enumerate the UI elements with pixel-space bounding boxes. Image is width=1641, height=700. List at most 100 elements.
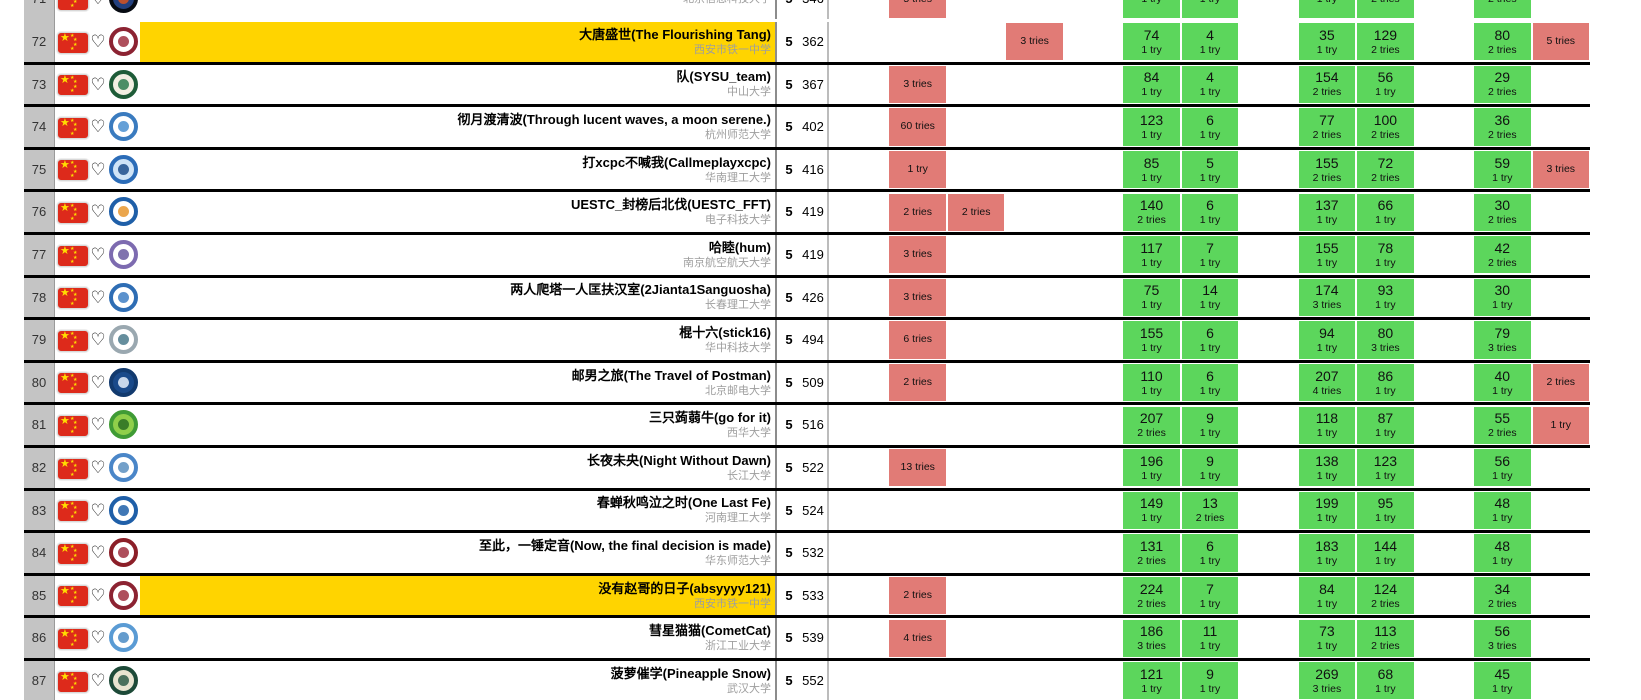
cell-tries-count: 1 try [1199, 597, 1221, 610]
favorite-heart-icon[interactable]: ♡ [90, 415, 106, 435]
favorite-heart-icon[interactable]: ♡ [90, 74, 106, 94]
university-logo [109, 410, 138, 440]
penalty-column-divider [827, 575, 829, 616]
table-row: 86 ★ ★ ★ ★ ★ ♡ 彗星猫猫(CometCat) 浙江工业大学 5 539 4 tries 1… [0, 618, 1641, 661]
university-logo-mark [118, 0, 129, 5]
cell-tries-count: 1 try [1199, 214, 1221, 227]
flag-large-star: ★ [60, 329, 70, 342]
flag-small-star: ★ [70, 2, 75, 9]
favorite-heart-icon[interactable]: ♡ [90, 32, 106, 51]
cell-solve-time: 34 [1494, 580, 1511, 597]
cell-solve-time: 110 [1140, 367, 1163, 384]
name-column-divider [775, 575, 777, 616]
problem-cell-solved: 74 1 try [1123, 23, 1180, 61]
cell-solve-time: 45 [1494, 665, 1511, 682]
university-name: 华南理工大学 [705, 171, 771, 184]
cell-tries-count: 1 try [1492, 384, 1513, 397]
problem-cell-solved: 55 2 tries [1474, 406, 1531, 444]
flag-small-star: ★ [70, 428, 75, 435]
favorite-heart-icon[interactable]: ♡ [90, 628, 106, 648]
table-row-content: 73 ★ ★ ★ ★ ★ ♡ 队(SYSU_team) 中山大学 5 367 3 tries 84 1 t… [0, 64, 1641, 105]
problem-cell-solved: 84 1 try [1123, 65, 1180, 103]
table-row-content: 85 ★ ★ ★ ★ ★ ♡ 没有赵哥的日子(absyyyy121) 西安市铁一中学 5 533 2 … [0, 575, 1641, 616]
problem-cell-solved: 113 2 tries [1357, 619, 1414, 657]
problem-cell-solved: 36 2 tries [1474, 108, 1531, 146]
team-name-block: 彻月渡清波(Through lucent waves, a moon seren… [160, 107, 772, 147]
favorite-heart-icon[interactable]: ♡ [90, 585, 106, 605]
cell-tries-count: 1 try [1316, 256, 1338, 269]
cell-solve-time: 121 [1139, 665, 1164, 682]
team-name: 春蝉秋鸣泣之时(One Last Fe) [596, 495, 771, 511]
cell-tries-count: 3 tries [1312, 682, 1342, 695]
favorite-heart-icon[interactable]: ♡ [90, 458, 106, 477]
flag-small-star: ★ [73, 292, 78, 299]
cell-solve-time: 123 [1373, 452, 1398, 469]
cell-tries-count: 1 try [1550, 418, 1571, 431]
flag-large-star: ★ [60, 159, 70, 172]
solved-count: 5 [785, 417, 793, 433]
flag-small-star: ★ [73, 382, 78, 389]
problem-cell-solved: 2 tries [1357, 0, 1414, 18]
cell-solve-time: 79 [1494, 324, 1511, 341]
favorite-heart-icon[interactable]: ♡ [90, 245, 106, 264]
table-row: 80 ★ ★ ★ ★ ★ ♡ 邮男之旅(The Travel of Postman) 北京邮电大… [0, 362, 1641, 405]
team-name: 两人爬塔一人匡扶汉室(2Jianta1Sanguosha) [510, 282, 771, 298]
cell-tries-count: 2 tries [1371, 597, 1400, 610]
favorite-heart-icon[interactable]: ♡ [88, 0, 108, 19]
flag-small-star: ★ [70, 301, 75, 308]
problem-cell-solved: 48 1 try [1474, 534, 1531, 572]
cell-tries-count: 1 try [1375, 469, 1396, 482]
cell-solve-time: 42 [1494, 239, 1511, 256]
favorite-heart-icon[interactable]: ♡ [90, 500, 106, 520]
problem-cell-solved: 35 1 try [1298, 23, 1356, 61]
problem-cell-solved: 40 1 try [1474, 363, 1531, 402]
problem-cell-solved: 42 2 tries [1474, 236, 1531, 274]
problem-cell-solved: 75 1 try [1123, 278, 1180, 316]
cell-tries-count: 1 try [1316, 469, 1338, 482]
cell-tries-count: 2 tries [1371, 0, 1400, 6]
flag-small-star: ★ [70, 117, 75, 124]
cell-solve-time: 59 [1494, 154, 1511, 171]
flag-large-star: ★ [60, 201, 70, 214]
favorite-heart-icon[interactable]: ♡ [90, 159, 106, 179]
flag-small-star: ★ [73, 126, 78, 133]
rank-label: 81 [31, 417, 47, 433]
penalty-column-divider [827, 405, 829, 445]
problem-cell-failed: 4 tries [889, 619, 946, 657]
flag-small-star: ★ [70, 215, 75, 222]
cell-tries-count: 4 tries [903, 631, 932, 644]
cell-tries-count: 1 try [1492, 554, 1513, 567]
favorite-heart-icon[interactable]: ♡ [90, 671, 106, 690]
penalty-column-divider [827, 235, 829, 275]
cell-tries-count: 2 tries [1546, 376, 1576, 389]
favorite-heart-icon[interactable]: ♡ [90, 202, 106, 222]
problem-cell-solved: 224 2 tries [1123, 576, 1180, 615]
table-row: 81 ★ ★ ★ ★ ★ ♡ 三只蒟蒻牛(go for it) 西华大学 5 516 207 2 tri… [0, 405, 1641, 448]
flag-small-star: ★ [73, 41, 78, 48]
university-logo-mark [118, 376, 129, 388]
cell-tries-count: 1 try [1199, 43, 1221, 56]
flag-small-star: ★ [70, 258, 75, 265]
cell-tries-count: 1 try [1141, 512, 1162, 525]
favorite-heart-icon[interactable]: ♡ [90, 330, 106, 350]
favorite-heart-icon[interactable]: ♡ [90, 543, 106, 563]
cell-solve-time: 48 [1494, 537, 1511, 554]
university-logo [109, 197, 138, 227]
cell-solve-time: 29 [1494, 69, 1511, 86]
penalty-time: 532 [802, 545, 824, 561]
flag-small-star: ★ [73, 79, 78, 86]
problem-cell-solved: 59 1 try [1474, 150, 1531, 189]
cell-solve-time: 80 [1377, 324, 1394, 341]
favorite-heart-icon[interactable]: ♡ [90, 287, 106, 307]
china-flag-icon: ★★★★★ [57, 287, 89, 310]
cell-tries-count: 2 tries [1488, 214, 1517, 227]
solved-count: 5 [785, 545, 793, 561]
cell-solve-time: 137 [1315, 197, 1339, 214]
flag-small-star: ★ [73, 36, 78, 43]
favorite-heart-icon[interactable]: ♡ [90, 117, 106, 137]
problem-cell-solved: 78 1 try [1357, 236, 1414, 274]
favorite-heart-icon[interactable]: ♡ [90, 372, 106, 392]
